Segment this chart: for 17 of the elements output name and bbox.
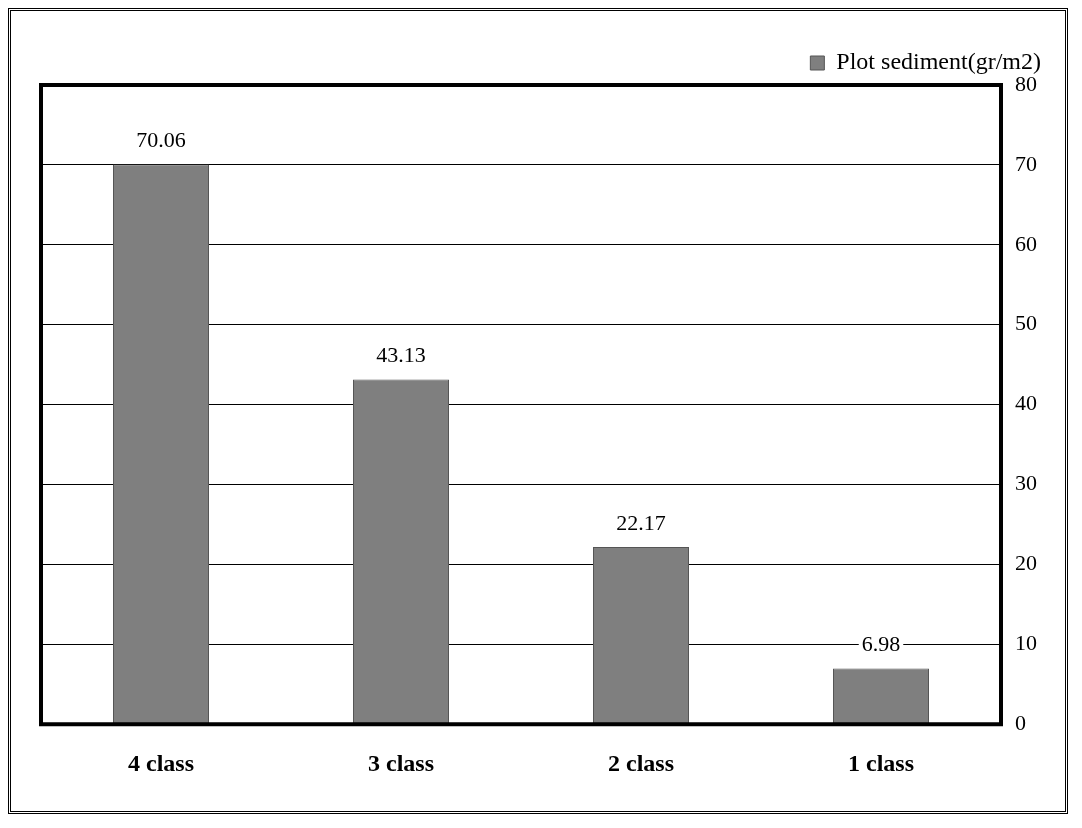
- legend-label: Plot sediment(gr/m2): [836, 48, 1042, 75]
- y-tick-label: 0: [1015, 709, 1026, 735]
- y-tick-label: 40: [1015, 390, 1037, 416]
- x-tick-label: 1 class: [848, 749, 914, 776]
- x-tick-label: 3 class: [368, 749, 434, 776]
- y-tick-label: 20: [1015, 550, 1037, 576]
- y-tick-label: 30: [1015, 470, 1037, 496]
- data-label: 22.17: [616, 509, 666, 535]
- y-tick-label: 50: [1015, 310, 1037, 336]
- data-label: 43.13: [376, 342, 426, 368]
- y-tick-label: 10: [1015, 630, 1037, 656]
- y-tick-label: 60: [1015, 230, 1037, 256]
- x-tick-label: 4 class: [128, 749, 194, 776]
- x-tick-label: 2 class: [608, 749, 674, 776]
- data-label: 6.98: [861, 631, 901, 657]
- data-label: 70.06: [136, 127, 186, 153]
- y-tick-label: 70: [1015, 150, 1037, 176]
